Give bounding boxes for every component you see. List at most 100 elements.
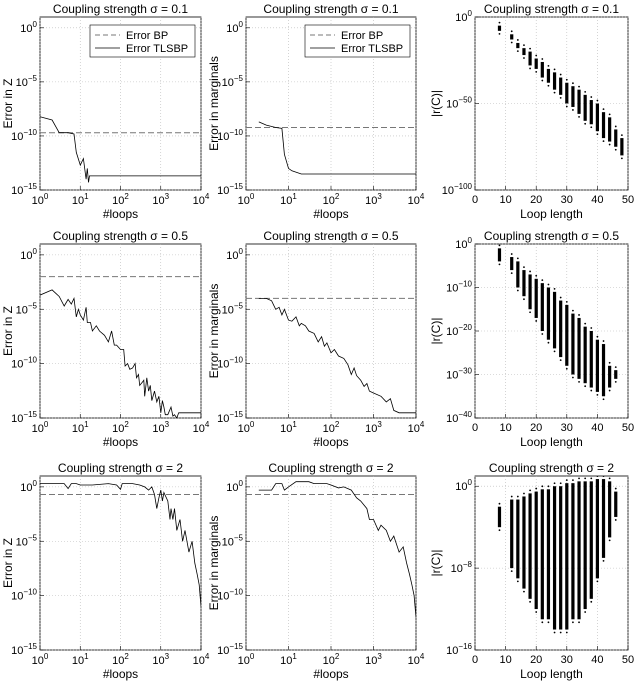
y-tick-label: 10−16 [446, 642, 472, 657]
series-line-error-tlsbp [40, 483, 201, 607]
x-tick-label: 50 [622, 422, 634, 434]
panel-p10: 100 101 102 103 104 100 10−5 10−10 10−15 Coupling… [1, 229, 210, 449]
scatter-point [529, 270, 531, 273]
x-tick-label: 104 [408, 420, 425, 435]
y-tick-label: 100 [20, 479, 37, 494]
panel-p22: 0 10 20 30 40 50 100 10−8 10−16 Coupling strength… [429, 461, 634, 681]
scatter-column [497, 21, 502, 35]
x-tick-label: 104 [193, 420, 210, 435]
x-tick-label: 104 [193, 192, 210, 207]
x-tick-label: 104 [193, 652, 210, 667]
scatter-column [571, 309, 575, 379]
scatter-point-band [608, 117, 612, 142]
scatter-point [523, 266, 525, 268]
y-tick-label: 10−50 [446, 96, 472, 111]
scatter-point [565, 78, 568, 81]
x-tick-label: 40 [591, 422, 603, 434]
y-tick-label: 10−10 [217, 356, 243, 371]
scatter-point [529, 489, 531, 492]
scatter-point-band [559, 77, 563, 95]
series-line-error-tlsbp [258, 481, 416, 618]
scatter-point [510, 495, 513, 498]
y-tick-label: 10−15 [11, 410, 37, 425]
scatter-point-band [583, 94, 587, 121]
scatter-column [595, 99, 599, 136]
series-line-error-tlsbp [40, 289, 201, 418]
plot-area [474, 16, 629, 191]
panel-p01: 100 101 102 103 104 100 10−5 10−10 10−15 Coupling… [207, 2, 425, 221]
y-tick-label: 100 [20, 20, 37, 35]
scatter-point [590, 126, 593, 129]
scatter-point [602, 340, 605, 342]
x-axis-label: Loop length [520, 667, 583, 681]
scatter-point-band [589, 100, 593, 125]
x-tick-label: 100 [32, 420, 49, 435]
x-tick-label: 40 [591, 654, 603, 666]
scatter-point [498, 502, 501, 505]
scatter-column [577, 314, 581, 383]
y-tick-label: 10−15 [217, 410, 243, 425]
scatter-column [565, 78, 569, 108]
data-layer [497, 21, 624, 160]
chart-title: Coupling strength σ = 0.1 [263, 2, 398, 16]
scatter-point [608, 477, 611, 480]
scatter-column [528, 489, 532, 603]
scatter-point [516, 39, 519, 41]
scatter-point [596, 99, 599, 102]
y-axis-label: Error in marginals [207, 56, 221, 151]
scatter-column [510, 253, 514, 274]
scatter-point [590, 327, 593, 329]
scatter-point [608, 539, 611, 542]
y-axis-label: Error in Z [1, 306, 15, 356]
scatter-point-band [620, 138, 624, 156]
scatter-column [608, 361, 612, 392]
scatter-point [565, 367, 568, 370]
scatter-column [601, 108, 606, 143]
y-tick-label: 100 [455, 478, 472, 493]
x-tick-label: 40 [591, 194, 603, 206]
scatter-column [497, 244, 502, 266]
scatter-column [559, 73, 563, 99]
scatter-point [596, 335, 599, 338]
y-tick-label: 10−5 [16, 74, 38, 89]
scatter-point [541, 621, 544, 624]
scatter-point [553, 482, 556, 485]
y-tick-label: 10−10 [446, 280, 472, 295]
x-tick-label: 101 [72, 420, 89, 435]
scatter-point-band [516, 499, 520, 579]
data-layer [497, 476, 618, 634]
scatter-point [510, 41, 513, 44]
scatter-point-band [577, 317, 581, 379]
scatter-point [578, 115, 580, 118]
data-layer [497, 244, 618, 401]
x-tick-label: 0 [472, 422, 478, 434]
scatter-point [529, 47, 531, 50]
scatter-point [584, 611, 587, 613]
legend-label: Error TLSBP [126, 43, 188, 55]
scatter-column [614, 487, 618, 521]
x-tick-label: 102 [323, 192, 340, 207]
legend-label: Error BP [341, 30, 383, 42]
scatter-column [510, 495, 514, 573]
scatter-point [572, 621, 574, 624]
scatter-point [547, 341, 550, 344]
scatter-point-band [510, 499, 514, 569]
scatter-point [523, 298, 525, 301]
y-axis-label: Error in marginals [207, 284, 221, 379]
scatter-point [535, 320, 538, 322]
scatter-column [552, 68, 557, 94]
scatter-column [516, 39, 520, 53]
scatter-point [547, 621, 550, 624]
scatter-column [589, 327, 593, 392]
x-tick-label: 103 [152, 192, 169, 207]
scatter-point [535, 487, 538, 490]
y-tick-label: 10−5 [222, 533, 244, 548]
scatter-point-band [497, 25, 502, 31]
scatter-point [535, 274, 538, 277]
scatter-point-band [528, 51, 532, 66]
scatter-point [584, 122, 587, 125]
scatter-column [608, 113, 612, 146]
scatter-point-band [540, 283, 544, 331]
scatter-column [577, 477, 581, 624]
scatter-point [584, 322, 587, 325]
